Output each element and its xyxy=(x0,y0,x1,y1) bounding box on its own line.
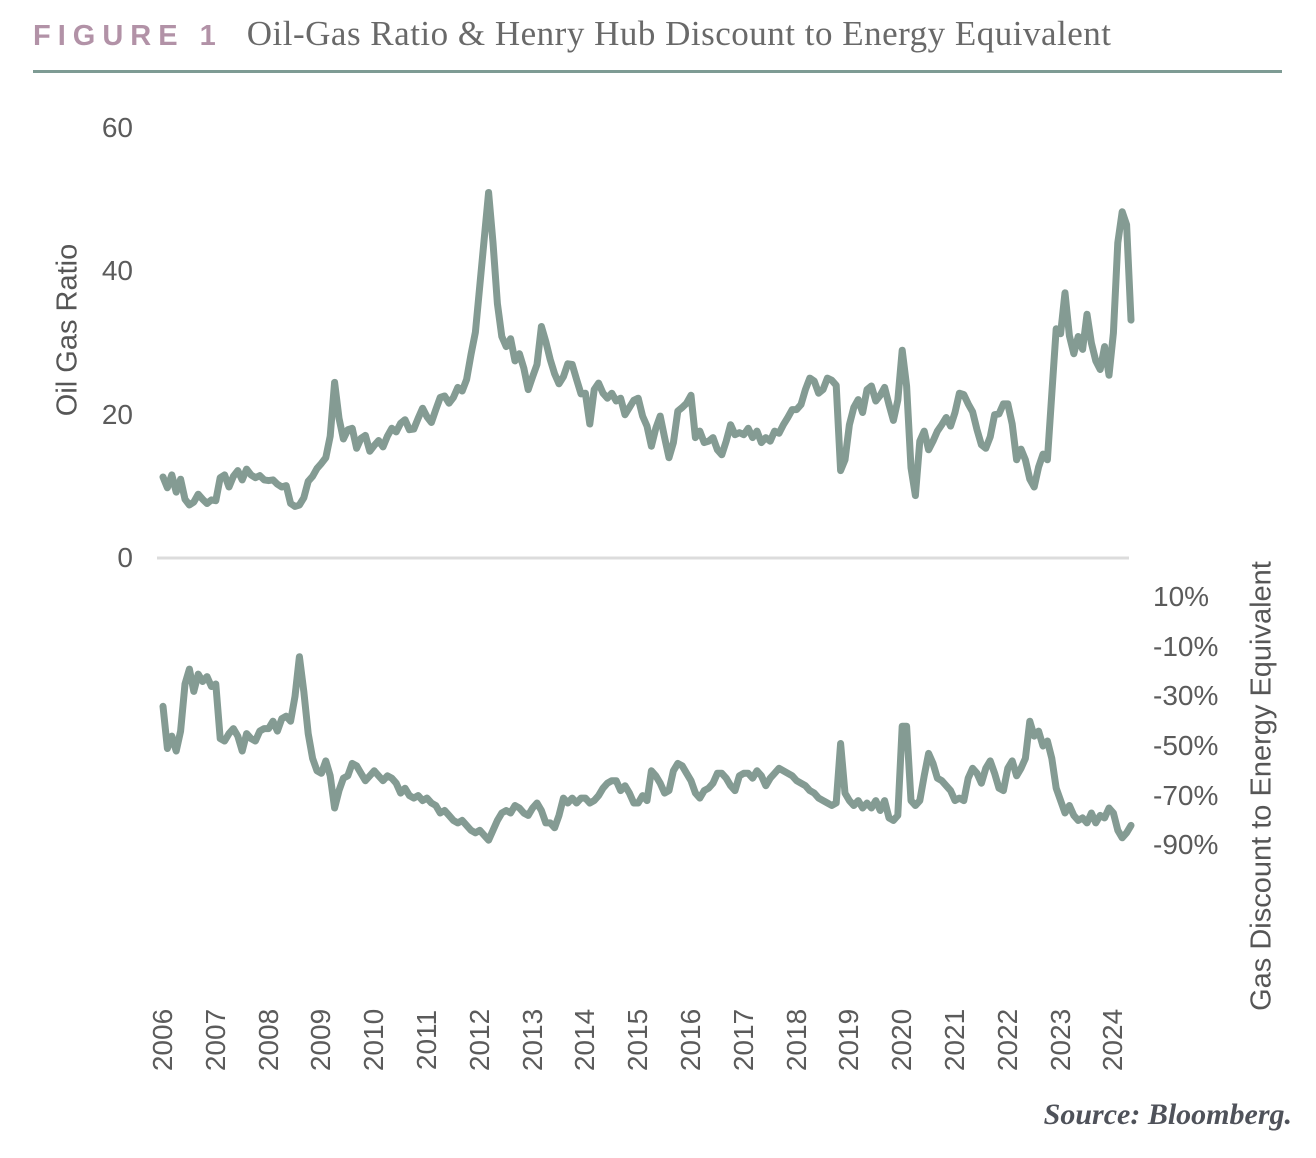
tick-label: 2010 xyxy=(358,1008,390,1072)
figure-header: FIGURE 1 Oil-Gas Ratio & Henry Hub Disco… xyxy=(33,14,1283,54)
tick-label: 0 xyxy=(117,542,133,573)
tick-label: 2016 xyxy=(675,1008,706,1072)
tick-label: 2013 xyxy=(516,1008,548,1072)
header-divider-rule xyxy=(33,70,1282,73)
oil-gas-ratio-line xyxy=(159,189,1135,510)
tick-label: -30% xyxy=(1153,680,1219,712)
tick-label: 10% xyxy=(1153,581,1210,613)
tick-label: 2019 xyxy=(833,1008,865,1072)
tick-label: 2024 xyxy=(1097,1008,1129,1072)
tick-label: 2018 xyxy=(780,1008,812,1072)
tick-label: 2021 xyxy=(939,1008,970,1072)
figure-label: FIGURE 1 xyxy=(33,20,223,52)
tick-label: -90% xyxy=(1153,829,1219,861)
tick-label: 2008 xyxy=(252,1008,284,1072)
tick-label: 2015 xyxy=(622,1008,654,1072)
tick-label: -10% xyxy=(1153,630,1219,662)
tick-label: 2011 xyxy=(411,1009,442,1071)
tick-label: 2007 xyxy=(199,1008,231,1072)
source-note: Source: Bloomberg. xyxy=(1043,1098,1292,1131)
tick-label: -70% xyxy=(1153,779,1219,811)
tick-label: 60 xyxy=(101,111,133,143)
tick-label: 20 xyxy=(101,398,133,430)
figure-title: Oil-Gas Ratio & Henry Hub Discount to En… xyxy=(246,14,1112,53)
y-axis-left-title: Oil Gas Ratio xyxy=(51,243,84,417)
tick-label: 2023 xyxy=(1044,1008,1076,1072)
tick-label: 2006 xyxy=(147,1008,178,1072)
gas-discount-line xyxy=(159,653,1135,844)
tick-label: 2020 xyxy=(886,1008,918,1072)
tick-label: 2014 xyxy=(569,1008,601,1072)
tick-label: 2017 xyxy=(727,1008,759,1072)
tick-label: -50% xyxy=(1153,730,1219,761)
tick-label: 2012 xyxy=(463,1008,495,1072)
tick-label: 40 xyxy=(101,255,133,287)
tick-label: 2009 xyxy=(305,1008,337,1072)
tick-label: 2022 xyxy=(991,1008,1023,1072)
y-axis-right-title: Gas Discount to Energy Equivalent xyxy=(1245,561,1278,1011)
